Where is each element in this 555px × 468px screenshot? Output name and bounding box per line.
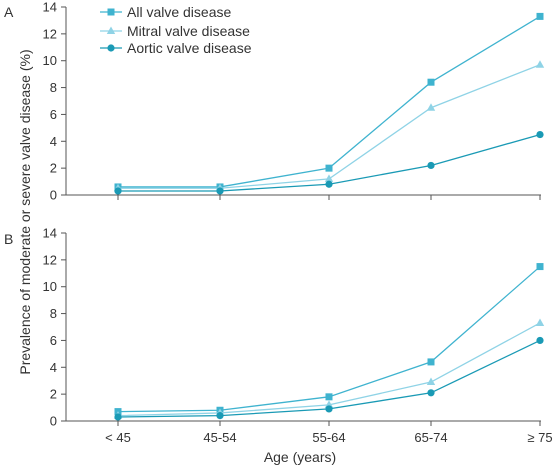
y-tick-label-a-10: 10: [43, 53, 57, 68]
point-b-all-valve-disease-2: [325, 393, 333, 401]
point-a-aortic-valve-disease-3: [427, 161, 435, 170]
point-a-mitral-valve-disease-4: [535, 60, 545, 68]
y-tick-label-a-14: 14: [43, 0, 57, 15]
y-tick-label-a-8: 8: [50, 80, 57, 95]
y-tick-label-a-2: 2: [50, 161, 57, 176]
y-tick-label-b-0: 0: [50, 414, 57, 429]
x-tick-label-1: 45-54: [203, 430, 236, 445]
y-tick-label-a-6: 6: [50, 107, 57, 122]
panel-b: B 0 2 4 6 8 10 12 14 < 45 45-54 55-64 65-74 ≥ 75: [4, 226, 553, 446]
point-b-aortic-valve-disease-0: [114, 413, 122, 421]
y-axis-title: Prevalence of moderate or severe valve d…: [17, 49, 33, 374]
series-line-b-all-valve-disease: [117, 266, 541, 413]
y-tick-label-b-4: 4: [50, 360, 57, 375]
legend-label-all-valve-disease: All valve disease: [127, 4, 231, 20]
y-tick-label-b-2: 2: [50, 387, 57, 402]
x-tick-label-0: < 45: [105, 430, 131, 445]
legend-marker-all-valve-disease: [107, 8, 115, 16]
x-tick-label-4: ≥ 75: [527, 430, 552, 445]
y-tick-label-b-10: 10: [43, 279, 57, 294]
point-b-aortic-valve-disease-3: [427, 389, 435, 397]
point-b-all-valve-disease-4: [536, 263, 544, 271]
point-b-aortic-valve-disease-2: [325, 405, 333, 413]
point-a-aortic-valve-disease-4: [536, 130, 544, 139]
x-tick-label-2: 55-64: [312, 430, 345, 445]
y-tick-label-b-8: 8: [50, 306, 57, 321]
y-tick-label-b-14: 14: [43, 226, 57, 241]
point-b-all-valve-disease-3: [427, 358, 435, 366]
panel-a: A 0 2 4 6 8 10 12 14: [4, 0, 545, 203]
y-tick-label-b-12: 12: [43, 252, 57, 267]
point-a-aortic-valve-disease-0: [114, 187, 122, 195]
point-a-mitral-valve-disease-2: [324, 174, 334, 182]
point-b-mitral-valve-disease-3: [426, 377, 436, 386]
y-tick-label-a-12: 12: [43, 26, 57, 41]
point-a-aortic-valve-disease-1: [216, 187, 224, 195]
legend-label-aortic-valve-disease: Aortic valve disease: [127, 40, 252, 56]
point-b-aortic-valve-disease-4: [536, 336, 544, 345]
point-a-all-valve-disease-3: [427, 78, 435, 86]
legend-marker-mitral-valve-disease: [106, 26, 116, 34]
point-a-all-valve-disease-4: [536, 12, 544, 20]
legend-label-mitral-valve-disease: Mitral valve disease: [127, 23, 250, 39]
legend-marker-aortic-valve-disease: [107, 44, 115, 52]
point-a-all-valve-disease-2: [325, 164, 333, 172]
y-tick-label-a-4: 4: [50, 134, 57, 149]
x-tick-label-3: 65-74: [414, 430, 447, 445]
y-tick-label-b-6: 6: [50, 333, 57, 348]
y-tick-label-a-0: 0: [50, 188, 57, 203]
panel-label-a: A: [4, 4, 14, 20]
x-axis-title: Age (years): [264, 449, 336, 465]
point-a-mitral-valve-disease-3: [426, 103, 436, 111]
point-b-aortic-valve-disease-1: [216, 412, 224, 420]
point-a-aortic-valve-disease-2: [325, 180, 333, 188]
point-b-mitral-valve-disease-4: [535, 318, 545, 326]
panel-label-b: B: [4, 231, 13, 247]
legend: All valve disease Mitral valve diseaseAor…: [100, 4, 252, 56]
